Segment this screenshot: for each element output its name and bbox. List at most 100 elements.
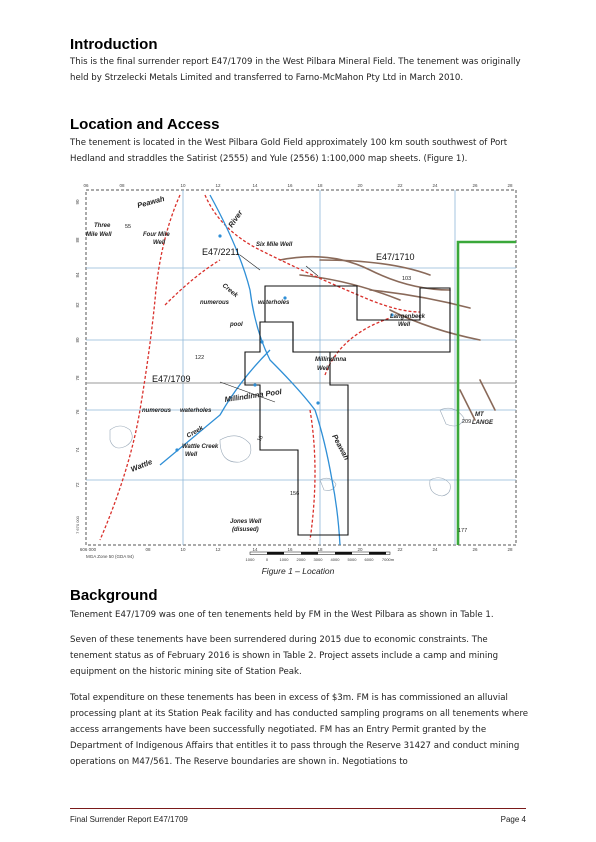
- scale-bar-frame: [249, 551, 391, 555]
- background-paragraph: Tenement E47/1709 was one of ten tenemen…: [70, 610, 494, 620]
- leader-lines: [219, 254, 319, 403]
- grid-label-top: 08: [119, 183, 125, 188]
- map-label-spot: 177: [458, 528, 467, 534]
- grid-label-top: 26: [472, 183, 478, 188]
- footer-report-title: Final Surrender Report E47/1709: [70, 815, 188, 824]
- map-label-waterholes: waterholes: [180, 408, 212, 414]
- grid-label-bottom: 20: [357, 547, 363, 552]
- introduction-paragraph: This is the final surrender report E47/1…: [70, 57, 521, 83]
- scale-bar-segment: [301, 552, 318, 555]
- grid-label-top: 22: [397, 183, 403, 188]
- scale-tick-label: 0: [266, 557, 269, 562]
- tenement-label-e47-1710: E47/1710: [376, 252, 415, 262]
- grid-label-left: 88: [75, 237, 80, 243]
- grid-label-left: 74: [75, 447, 80, 453]
- grid-label-bottom: 14: [252, 547, 258, 552]
- map-label-spot: 209: [462, 419, 471, 425]
- contour: [429, 477, 451, 497]
- map-label-waterholes: waterholes: [258, 300, 290, 306]
- map-zone-label: MGA Zone 50 (GDA 94): [86, 554, 134, 559]
- ridge: [459, 389, 476, 421]
- map-label-jones-well: Jones Well: [230, 519, 262, 525]
- track: [324, 317, 391, 376]
- map-label-numerous: numerous: [142, 408, 172, 414]
- scale-bar-segment: [335, 552, 352, 555]
- introduction-heading: Introduction: [70, 36, 158, 53]
- map-label-six-mile-well: Six Mile Well: [256, 242, 293, 248]
- grid-label-bottom: 10: [180, 547, 186, 552]
- terrain-contours: [109, 407, 465, 497]
- green-boundary: [456, 240, 516, 545]
- figure-caption: Figure 1 – Location: [261, 566, 335, 576]
- spot-point: [253, 383, 257, 387]
- map-label-three-mile-well: Mile Well: [86, 232, 112, 238]
- grid-label-top: 10: [180, 183, 186, 188]
- map-label-jones-well: (disused): [232, 527, 259, 533]
- scale-bar-segment: [267, 552, 284, 555]
- grid-label-bottom: 606 000: [80, 547, 97, 552]
- grid-label-left: 90: [75, 199, 80, 205]
- spot-point: [218, 234, 222, 238]
- contour: [109, 425, 133, 449]
- map-label-wattle-creek-well: Wattle Creek: [182, 444, 219, 450]
- map-label-spot: 156: [290, 491, 299, 497]
- grid-label-left: 78: [75, 375, 80, 381]
- location-heading: Location and Access: [70, 116, 220, 133]
- scale-bar: 1000 0 1000 2000 3000 4000 5000 6000 700…: [246, 551, 395, 562]
- grid-label-left: 76: [75, 409, 80, 415]
- map-label-langenbeck-well: Langenbeck: [390, 314, 426, 320]
- background-heading: Background: [70, 587, 158, 604]
- map-label-mt-langen: LANGE: [472, 420, 494, 426]
- grid-label-bottom: 22: [397, 547, 403, 552]
- footer-rule: [70, 808, 526, 809]
- scale-tick-label: 6000: [365, 557, 375, 562]
- grid-label-bottom: 08: [145, 547, 151, 552]
- map-label-three-mile-well: Three: [94, 223, 111, 229]
- tenement-label-e47-1709: E47/1709: [152, 374, 191, 384]
- map-label-four-mile-well: Well: [153, 240, 166, 246]
- grid-label-left: 80: [75, 337, 80, 343]
- location-map: 06 08 10 12 14 16 18 20 22 24 26 28 606 …: [70, 180, 526, 568]
- grid-label-left: 82: [75, 302, 80, 308]
- contour: [319, 477, 337, 491]
- spot-points: [175, 234, 394, 452]
- creek: [159, 349, 271, 466]
- spot-point: [260, 340, 264, 344]
- contour: [439, 407, 465, 427]
- map-label-spot: 18: [257, 435, 265, 443]
- grid-label-bottom: 26: [472, 547, 478, 552]
- scale-tick-label: 2000: [297, 557, 307, 562]
- grid-label-top: 20: [357, 183, 363, 188]
- spot-point: [316, 401, 320, 405]
- scale-tick-label: 3000: [314, 557, 324, 562]
- track: [369, 299, 421, 313]
- map-label-langenbeck-well: Well: [398, 322, 411, 328]
- spot-point: [175, 448, 179, 452]
- map-label-spot: 103: [402, 276, 411, 282]
- grid-label-left: 72: [75, 482, 80, 488]
- map-neatline: [85, 189, 517, 546]
- spot-point: [283, 296, 287, 300]
- footer-page-number: Page 4: [500, 815, 526, 824]
- river: [209, 194, 341, 546]
- map-label-millindinna-well: Millindinna: [315, 357, 347, 363]
- location-paragraph: The tenement is located in the West Pilb…: [70, 138, 508, 164]
- ridge: [299, 274, 401, 301]
- grid-label-top: 06: [83, 183, 89, 188]
- map-label-numerous: numerous: [200, 300, 230, 306]
- scale-bar-segment: [369, 552, 386, 555]
- ridge: [389, 309, 481, 341]
- grid-label-top: 18: [317, 183, 323, 188]
- scale-tick-label: 1000: [280, 557, 290, 562]
- scale-tick-label: 7000m: [382, 557, 395, 562]
- map-label-millindinna-well: Well: [317, 366, 330, 372]
- grid-label-left: 84: [75, 272, 80, 278]
- grid-label-bottom: 24: [432, 547, 438, 552]
- scale-tick-label: 4000: [331, 557, 341, 562]
- tenement-boundary-e47-1709: [244, 321, 349, 536]
- scale-tick-label: 5000: [348, 557, 358, 562]
- background-paragraph: Total expenditure on these tenements has…: [70, 693, 529, 767]
- grid-label-bottom: 28: [507, 547, 513, 552]
- map-label-spot: 122: [195, 355, 204, 361]
